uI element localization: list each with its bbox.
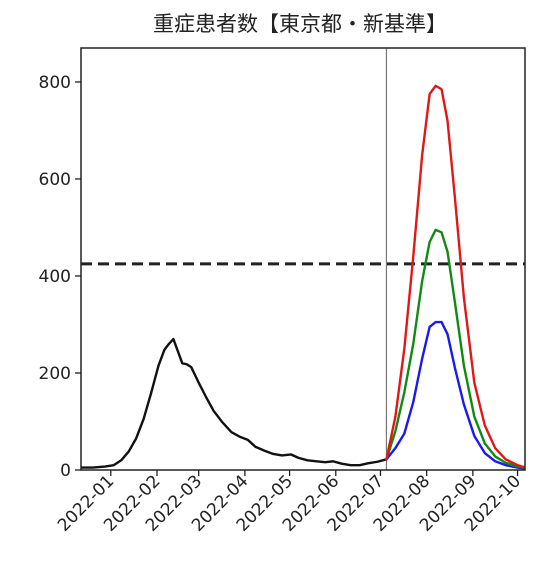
plot-area bbox=[81, 48, 525, 470]
x-axis: 2022-012022-022022-032022-042022-052022-… bbox=[54, 470, 525, 536]
y-tick-label: 400 bbox=[39, 267, 71, 287]
series-line-3 bbox=[385, 228, 525, 470]
series-line-1 bbox=[81, 337, 388, 469]
y-tick-label: 0 bbox=[60, 461, 71, 481]
series-line-4 bbox=[385, 84, 525, 469]
chart-title: 重症患者数【東京都・新基準】 bbox=[153, 12, 447, 36]
y-tick-label: 800 bbox=[39, 73, 71, 93]
y-tick-label: 200 bbox=[39, 364, 71, 384]
plot-frame bbox=[80, 47, 526, 471]
y-tick-label: 600 bbox=[39, 170, 71, 190]
y-axis: 0 200 400 600 800 bbox=[39, 73, 81, 481]
series-line-2 bbox=[385, 320, 525, 470]
